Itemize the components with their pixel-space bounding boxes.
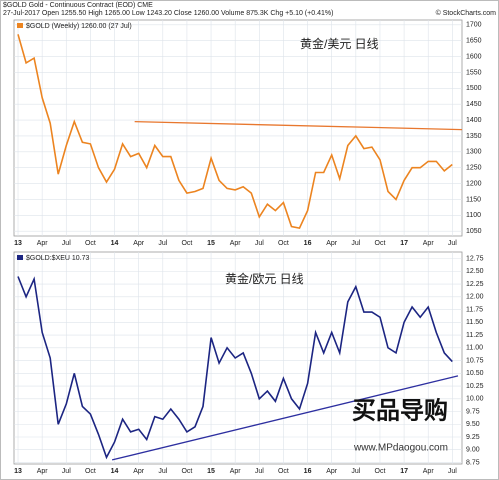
chart-title: $GOLD Gold - Continuous Contract (EOD) C… <box>3 2 153 9</box>
y-tick-label: 11.75 <box>466 306 483 313</box>
x-tick-label: Jul <box>158 468 167 475</box>
y-tick-label: 12.75 <box>466 255 484 262</box>
price-line <box>17 34 453 230</box>
x-tick-label: Oct <box>278 240 289 247</box>
x-tick-label: 13 <box>14 240 22 247</box>
legend-label: $GOLD (Weekly) 1260.00 (27 Jul) <box>26 23 132 30</box>
legend-swatch <box>17 255 23 260</box>
x-tick-label: Oct <box>278 468 289 475</box>
x-tick-label: Apr <box>133 240 145 247</box>
trendline <box>111 375 459 461</box>
y-tick-label: 1500 <box>466 85 482 92</box>
y-tick-label: 11.50 <box>466 319 483 326</box>
x-tick-label: Jul <box>448 468 457 475</box>
x-tick-label: Jul <box>351 468 360 475</box>
y-tick-label: 10.75 <box>466 357 484 364</box>
x-tick-label: 17 <box>400 468 408 475</box>
x-tick-label: Apr <box>423 468 435 475</box>
y-tick-label: 12.25 <box>466 281 484 288</box>
annotation: 黄金/欧元 日线 <box>225 271 304 286</box>
y-tick-label: 1150 <box>466 196 481 203</box>
x-tick-label: Jul <box>255 240 264 247</box>
x-tick-label: Apr <box>37 468 49 475</box>
x-tick-label: Apr <box>326 468 338 475</box>
x-tick-label: Jul <box>158 240 167 247</box>
y-tick-label: 11.00 <box>466 345 483 352</box>
annotation: 黄金/美元 日线 <box>300 36 379 51</box>
x-tick-label: Jul <box>62 240 71 247</box>
x-tick-label: Jul <box>351 240 360 247</box>
y-tick-label: 1100 <box>466 212 481 219</box>
price-line <box>17 276 453 460</box>
y-tick-label: 1550 <box>466 69 482 76</box>
x-tick-label: Oct <box>85 468 96 475</box>
x-tick-label: Oct <box>181 240 192 247</box>
watermark: 买品导购 www.MPdaogou.com <box>352 397 448 453</box>
y-tick-label: 9.25 <box>466 434 480 441</box>
watermark-logo: 买品导购 <box>352 397 448 424</box>
legend-label: $GOLD:$XEU 10.73 <box>26 255 90 262</box>
x-tick-label: 15 <box>207 468 215 475</box>
y-tick-label: 9.75 <box>466 408 480 415</box>
y-tick-label: 1400 <box>466 117 482 124</box>
y-tick-label: 9.50 <box>466 421 480 428</box>
y-tick-label: 1300 <box>466 149 482 156</box>
y-tick-label: 10.00 <box>466 396 484 403</box>
y-tick-label: 1450 <box>466 101 482 108</box>
x-tick-label: Oct <box>85 240 96 247</box>
y-tick-label: 11.25 <box>466 332 483 339</box>
x-tick-label: Apr <box>37 240 49 247</box>
x-tick-label: Apr <box>423 240 435 247</box>
x-tick-label: Oct <box>375 240 386 247</box>
x-tick-label: 16 <box>304 240 312 247</box>
x-tick-label: Jul <box>448 240 457 247</box>
trendline <box>134 120 463 131</box>
y-tick-label: 1200 <box>466 180 482 187</box>
x-tick-label: Apr <box>326 240 338 247</box>
y-tick-label: 12.50 <box>466 268 484 275</box>
chart-subtitle: 27-Jul-2017 Open 1255.50 High 1265.00 Lo… <box>3 10 333 17</box>
y-tick-label: 10.25 <box>466 383 484 390</box>
y-tick-label: 8.75 <box>466 459 480 466</box>
x-tick-label: Apr <box>230 468 242 475</box>
y-tick-label: 1600 <box>466 53 482 60</box>
x-tick-label: 17 <box>400 240 408 247</box>
x-tick-label: Jul <box>255 468 264 475</box>
y-tick-label: 1700 <box>466 22 482 29</box>
credit: © StockCharts.com <box>436 9 497 17</box>
x-tick-label: 16 <box>304 468 312 475</box>
watermark-url: www.MPdaogou.com <box>353 443 448 454</box>
x-tick-label: Apr <box>133 468 145 475</box>
x-tick-label: 15 <box>207 240 215 247</box>
y-tick-label: 1050 <box>466 228 482 235</box>
y-tick-label: 10.50 <box>466 370 484 377</box>
x-tick-label: 13 <box>14 468 22 475</box>
x-tick-label: Jul <box>62 468 71 475</box>
y-tick-label: 1350 <box>466 133 482 140</box>
y-tick-label: 1250 <box>466 165 482 172</box>
legend-swatch <box>17 23 23 28</box>
x-tick-label: 14 <box>111 468 119 475</box>
y-tick-label: 1650 <box>466 37 482 44</box>
x-tick-label: Apr <box>230 240 242 247</box>
x-tick-label: 14 <box>111 240 119 247</box>
y-tick-label: 12.00 <box>466 294 484 301</box>
y-tick-label: 9.00 <box>466 447 480 454</box>
x-tick-label: Oct <box>375 468 386 475</box>
x-tick-label: Oct <box>181 468 192 475</box>
